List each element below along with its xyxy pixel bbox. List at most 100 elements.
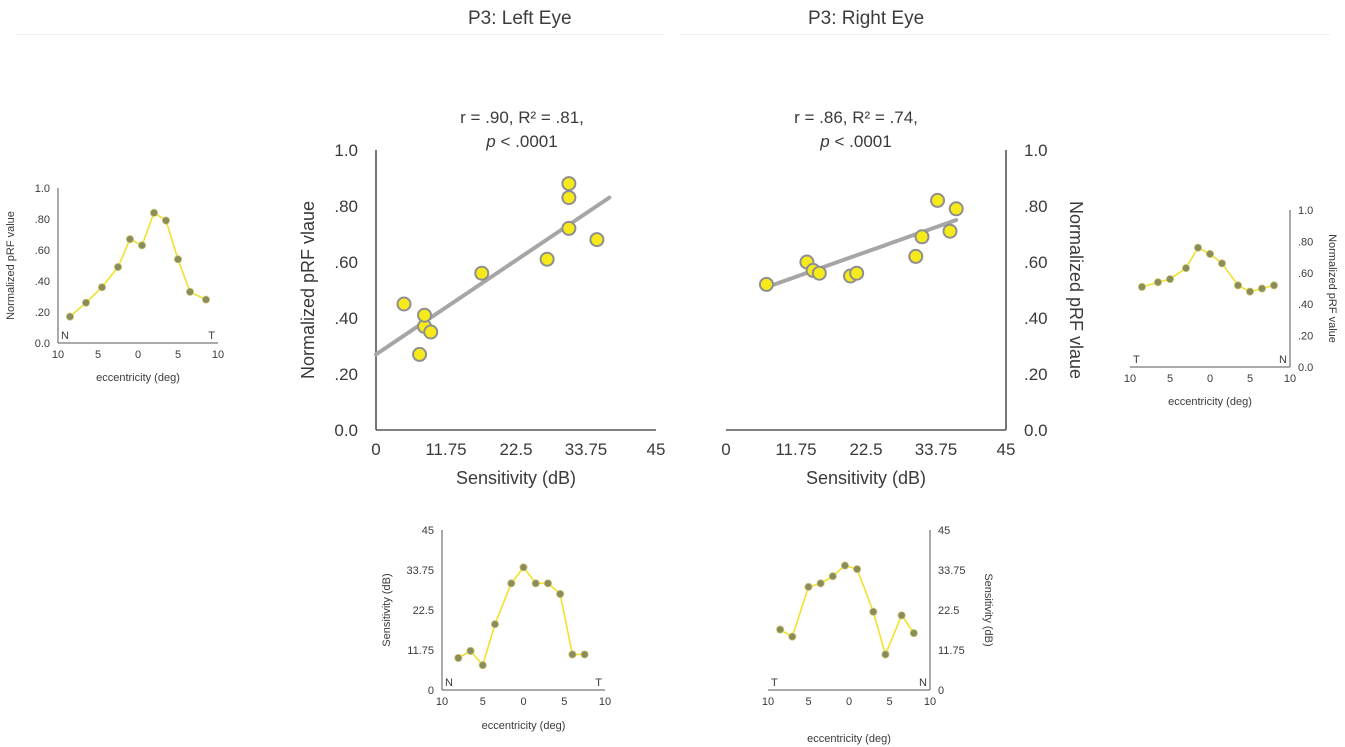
left-scatter: 0 11.75 22.5 33.75 45 0.0 .20 .40 .60 .80 1.0 Sensi… bbox=[298, 108, 665, 488]
x-tick-label: 0 bbox=[846, 696, 852, 708]
profile-point bbox=[1154, 278, 1163, 287]
x-tick-label: 0 bbox=[520, 696, 526, 708]
x-tick-label: 45 bbox=[997, 440, 1016, 459]
profile-point bbox=[173, 255, 182, 264]
scatter-point bbox=[412, 346, 428, 362]
y-tick-label: .40 bbox=[35, 276, 50, 288]
x-tick-label: 22.5 bbox=[499, 440, 532, 459]
y-tick-label: .20 bbox=[334, 365, 358, 384]
profile-point bbox=[201, 295, 210, 304]
chart-title: r = .86, R² = .74, bbox=[794, 108, 918, 127]
y-tick-label: .20 bbox=[1024, 365, 1048, 384]
scatter-point bbox=[849, 265, 865, 281]
x-tick-label: 5 bbox=[886, 696, 892, 708]
x-tick-label: 10 bbox=[1284, 373, 1296, 385]
profile-point bbox=[828, 572, 837, 581]
title-divider-right bbox=[680, 34, 1330, 35]
profile-point bbox=[897, 611, 906, 620]
profile-point bbox=[543, 579, 552, 588]
profile-point bbox=[149, 208, 158, 217]
profile-line bbox=[779, 564, 915, 657]
p-value-symbol: p bbox=[485, 132, 495, 151]
profile-point bbox=[1166, 275, 1175, 284]
profile-point bbox=[161, 216, 170, 225]
x-tick-label: 5 bbox=[95, 349, 101, 361]
y-tick-label: 11.75 bbox=[407, 645, 434, 657]
profile-point bbox=[853, 565, 862, 574]
profile-point bbox=[1194, 243, 1203, 252]
x-tick-label: 0 bbox=[371, 440, 380, 459]
y-tick-label: .80 bbox=[334, 197, 358, 216]
profile-point bbox=[507, 579, 516, 588]
scatter-point bbox=[942, 223, 958, 239]
profile-point bbox=[580, 650, 589, 659]
chart-subtitle: p < .0001 bbox=[485, 132, 557, 151]
x-tick-label: 0 bbox=[721, 440, 730, 459]
y-tick-label: .60 bbox=[35, 245, 50, 257]
x-tick-label: 5 bbox=[175, 349, 181, 361]
profile-point bbox=[114, 263, 123, 272]
p-value-symbol: p bbox=[819, 132, 829, 151]
x-tick-label: 10 bbox=[599, 696, 611, 708]
x-tick-label: 0 bbox=[135, 349, 141, 361]
y-tick-label: .20 bbox=[35, 307, 50, 319]
x-axis-label: Sensitivity (dB) bbox=[456, 468, 576, 488]
profile-point bbox=[137, 241, 146, 250]
x-tick-label: 10 bbox=[1124, 373, 1136, 385]
y-tick-label: 0.0 bbox=[1298, 362, 1313, 374]
y-tick-label: .60 bbox=[1298, 268, 1313, 280]
x-tick-label: 22.5 bbox=[849, 440, 882, 459]
left-pRF-profile: 10 5 0 5 100.0.20.40.60.801.0N Teccentricity … bbox=[5, 183, 224, 384]
y-tick-label: .40 bbox=[1024, 309, 1048, 328]
y-axis-label: Normalized pRF value bbox=[1326, 234, 1338, 343]
x-end-label-right: T bbox=[208, 330, 215, 342]
profile-point bbox=[804, 582, 813, 591]
profile-point bbox=[816, 579, 825, 588]
x-tick-label: 10 bbox=[436, 696, 448, 708]
chart-subtitle: p < .0001 bbox=[819, 132, 891, 151]
y-tick-label: 0 bbox=[428, 685, 434, 697]
title-divider-left bbox=[15, 34, 663, 35]
profile-point bbox=[1258, 284, 1267, 293]
scatter-point bbox=[758, 276, 774, 292]
y-tick-label: 0.0 bbox=[35, 338, 50, 350]
y-tick-label: 1.0 bbox=[35, 183, 50, 195]
profile-point bbox=[556, 590, 565, 599]
profile-point bbox=[98, 283, 107, 292]
y-tick-label: 22.5 bbox=[413, 605, 434, 617]
profile-point bbox=[1182, 264, 1191, 273]
scatter-point bbox=[930, 192, 946, 208]
profile-point bbox=[776, 625, 785, 634]
x-axis-label: Sensitivity (dB) bbox=[806, 468, 926, 488]
profile-line bbox=[457, 566, 585, 667]
y-tick-label: 0.0 bbox=[1024, 421, 1048, 440]
x-tick-label: 10 bbox=[52, 349, 64, 361]
x-tick-label: 0 bbox=[1207, 373, 1213, 385]
figure-title-right: P3: Right Eye bbox=[808, 8, 925, 29]
x-tick-label: 33.75 bbox=[915, 440, 958, 459]
scatter-point bbox=[539, 251, 555, 267]
profile-point bbox=[185, 287, 194, 296]
y-tick-label: .20 bbox=[1298, 331, 1313, 343]
y-tick-label: .60 bbox=[334, 253, 358, 272]
y-axis-label: Sensitivity (dB) bbox=[982, 573, 994, 646]
x-end-label-left: T bbox=[771, 677, 778, 689]
right-scatter: 0 11.75 22.5 33.75 45 0.0 .20 .40 .60 .80 1.0 Sensi… bbox=[721, 108, 1086, 488]
profile-point bbox=[840, 561, 849, 570]
x-end-label-left: N bbox=[61, 330, 69, 342]
profile-point bbox=[1138, 282, 1147, 291]
y-tick-label: .80 bbox=[35, 214, 50, 226]
y-tick-label: .40 bbox=[1298, 299, 1313, 311]
scatter-point bbox=[396, 296, 412, 312]
scatter-point bbox=[417, 307, 433, 323]
profile-point bbox=[909, 629, 918, 638]
scatter-point bbox=[948, 201, 964, 217]
x-tick-label: 5 bbox=[480, 696, 486, 708]
x-end-label-right: N bbox=[1279, 354, 1287, 366]
x-tick-label: 5 bbox=[805, 696, 811, 708]
profile-point bbox=[869, 607, 878, 616]
x-end-label-left: T bbox=[1133, 354, 1140, 366]
y-axis-label: Normalized pRF vlaue bbox=[1066, 201, 1086, 379]
x-axis-label: eccentricity (deg) bbox=[96, 372, 180, 384]
